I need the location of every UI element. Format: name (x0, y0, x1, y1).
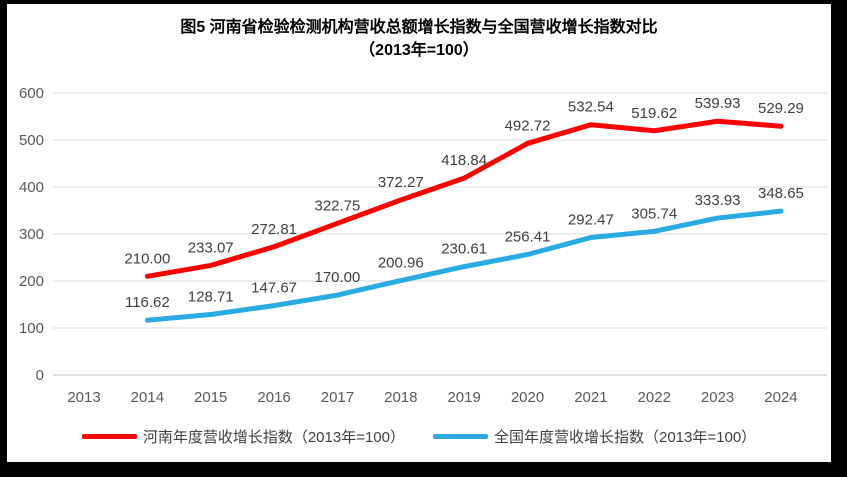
data-label: 200.96 (378, 255, 424, 272)
x-tick-label: 2019 (447, 389, 480, 406)
x-tick-label: 2015 (194, 389, 227, 406)
data-label: 333.93 (695, 192, 741, 209)
legend-marker-national (433, 434, 488, 439)
y-tick-label: 0 (36, 367, 44, 384)
data-label: 372.27 (378, 174, 424, 191)
data-label: 305.74 (631, 205, 677, 222)
data-label: 529.29 (758, 100, 804, 117)
data-label: 128.71 (188, 289, 234, 306)
series-line-0 (144, 118, 784, 279)
y-tick-label: 200 (19, 273, 44, 290)
data-label: 147.67 (251, 280, 297, 297)
data-label: 418.84 (441, 152, 487, 169)
chart-title: 图5 河南省检验检测机构营收总额增长指数与全国营收增长指数对比 （2013年=1… (7, 16, 831, 62)
x-tick-label: 2016 (257, 389, 290, 406)
y-tick-label: 300 (19, 226, 44, 243)
data-label: 492.72 (505, 117, 551, 134)
data-label: 532.54 (568, 99, 614, 116)
data-label: 230.61 (441, 241, 487, 258)
y-tick-label: 400 (19, 179, 44, 196)
data-label: 170.00 (314, 269, 360, 286)
x-tick-label: 2022 (638, 389, 671, 406)
data-label: 539.93 (695, 95, 741, 112)
data-label: 322.75 (314, 197, 360, 214)
x-tick-label: 2013 (67, 389, 100, 406)
legend-item-national: 全国年度营收增长指数（2013年=100） (433, 426, 756, 447)
data-label: 292.47 (568, 212, 614, 229)
x-tick-label: 2023 (701, 389, 734, 406)
data-label: 210.00 (124, 250, 170, 267)
chart-svg: 0 100 200 300 400 500 600 2013 2014 2015 2016 2017 2… (19, 85, 827, 406)
data-label: 233.07 (188, 239, 234, 256)
data-label: 519.62 (631, 105, 677, 122)
data-label: 116.62 (125, 294, 170, 311)
y-tick-label: 600 (19, 85, 44, 102)
legend-label-henan: 河南年度营收增长指数（2013年=100） (142, 429, 405, 446)
legend-item-henan: 河南年度营收增长指数（2013年=100） (81, 426, 405, 447)
data-label: 272.81 (251, 221, 297, 238)
y-tick-label: 500 (19, 132, 44, 149)
legend: 河南年度营收增长指数（2013年=100） 全国年度营收增长指数（2013年=1… (7, 426, 831, 447)
legend-marker-henan (81, 434, 137, 439)
x-tick-label: 2017 (321, 389, 354, 406)
chart-title-line2: （2013年=100） (359, 42, 479, 59)
x-tick-label: 2021 (574, 389, 607, 406)
x-tick-label: 2024 (764, 389, 797, 406)
data-label: 256.41 (505, 228, 551, 245)
data-label: 348.65 (758, 185, 804, 202)
chart-title-line1: 图5 河南省检验检测机构营收总额增长指数与全国营收增长指数对比 (180, 19, 658, 36)
legend-label-national: 全国年度营收增长指数（2013年=100） (494, 429, 757, 446)
series-line-1 (144, 208, 784, 323)
x-tick-label: 2018 (384, 389, 417, 406)
x-tick-label: 2020 (511, 389, 544, 406)
y-tick-label: 100 (19, 320, 44, 337)
x-tick-label: 2014 (131, 389, 164, 406)
